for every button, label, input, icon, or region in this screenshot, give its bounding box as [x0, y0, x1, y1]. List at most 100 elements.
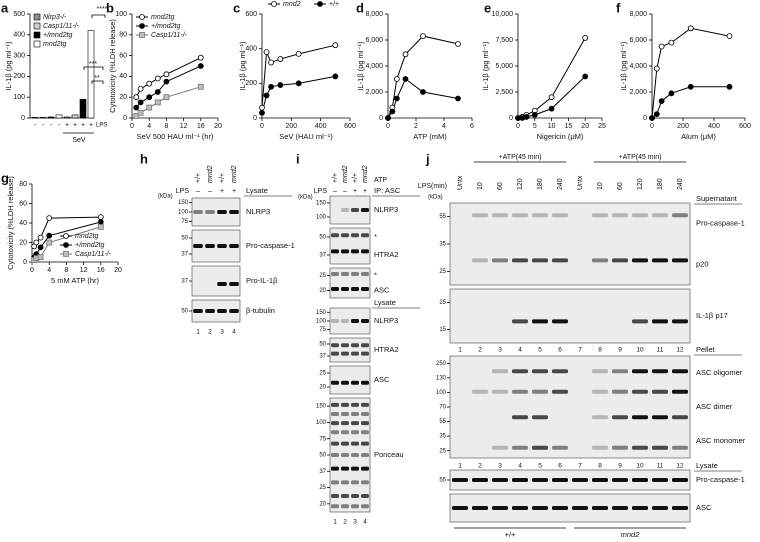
blot-band — [492, 389, 508, 394]
lps-label: LPS — [176, 188, 190, 195]
blot-band — [361, 504, 369, 509]
blot-band — [351, 421, 359, 426]
marker — [668, 90, 675, 97]
annotation: LPS — [96, 123, 107, 129]
kda-marker: 35 — [439, 434, 446, 440]
band-label: ASC monomer — [696, 436, 746, 445]
kda-marker: 20 — [319, 501, 326, 507]
legend-marker — [63, 251, 69, 257]
blot-band — [341, 272, 349, 276]
y-tick-label: 40 — [119, 73, 127, 80]
y-tick-label: 0 — [379, 115, 383, 122]
lane-number: 2 — [343, 519, 347, 526]
blot-band — [612, 415, 628, 420]
blot-band — [512, 415, 528, 420]
kda-marker: 100 — [316, 215, 327, 221]
genotype-label: +/+ — [352, 173, 359, 183]
lane-number: 9 — [618, 463, 622, 470]
band-label: Pro-caspase-1 — [696, 218, 745, 227]
marker — [97, 219, 104, 225]
lane-number: 4 — [518, 347, 522, 354]
condition-label: 180 — [657, 178, 664, 190]
blot-band — [361, 441, 369, 446]
annotation: *** — [89, 61, 97, 68]
kda-label: (kDa) — [428, 195, 443, 201]
blot-band — [672, 369, 688, 374]
blot-band — [532, 415, 548, 420]
kda-label: (kDa) — [158, 194, 173, 200]
blot-band — [361, 430, 369, 435]
lps-sign: – — [343, 188, 347, 195]
condition-label: 120 — [517, 178, 524, 190]
blot-band — [632, 213, 648, 218]
condition-label: 240 — [677, 178, 684, 190]
band-label: NLRP3 — [374, 205, 398, 214]
x-axis-title: Nigericin (μM) — [537, 132, 584, 141]
x-tick-label: 8 — [64, 267, 68, 274]
lps-label: LPS(min) — [418, 183, 447, 190]
blot-band — [205, 244, 215, 248]
x-tick-label: 4 — [442, 123, 446, 130]
band-label: HTRA2 — [374, 345, 399, 354]
blot-band — [361, 453, 369, 457]
series-line — [135, 65, 202, 108]
panel-label: b — [106, 0, 114, 15]
y-tick-label: 200 — [245, 80, 257, 87]
legend-label: +/+ — [329, 1, 339, 8]
blot-band — [341, 380, 349, 385]
legend-marker — [139, 23, 145, 29]
lane-number: 7 — [578, 463, 582, 470]
marker — [393, 76, 400, 82]
marker — [295, 80, 302, 87]
blot-band — [652, 389, 668, 394]
x-tick-label: 0 — [386, 123, 390, 130]
band-label: ASC — [374, 285, 390, 294]
kda-marker: 250 — [436, 361, 447, 367]
bar — [47, 116, 55, 119]
blot-band — [331, 411, 339, 416]
lane-number: 12 — [676, 347, 684, 354]
y-tick-label: 5,000 — [495, 63, 513, 70]
blot-band — [217, 309, 227, 313]
y-tick-label: 100 — [13, 94, 25, 101]
blot-band — [331, 421, 339, 426]
y-tick-label: 20 — [19, 239, 27, 246]
x-tick-label: 200 — [285, 123, 297, 130]
kda-marker: 25 — [319, 273, 326, 279]
lane-number: 4 — [363, 519, 367, 526]
series-line — [135, 57, 202, 98]
lane-number: 8 — [598, 347, 602, 354]
kda-marker: 37 — [181, 279, 188, 285]
blot-band — [331, 249, 339, 254]
y-tick-label: 6,000 — [365, 37, 383, 44]
blot-band — [492, 369, 508, 374]
kda-marker: 50 — [319, 453, 326, 459]
y-axis-title: Cytotoxicity (%LDH release) — [108, 19, 117, 113]
blot-band — [331, 402, 339, 407]
blot-band — [361, 411, 369, 416]
blot-band — [592, 415, 608, 420]
kda-marker: 100 — [436, 390, 447, 396]
blot-band — [341, 402, 349, 407]
genotype-label: +/+ — [505, 530, 516, 539]
blot-band — [361, 380, 369, 385]
lane-number: 10 — [636, 463, 644, 470]
section-title: Lysate — [696, 461, 718, 470]
blot-band — [351, 504, 359, 509]
blot-band — [632, 506, 648, 510]
annotation: ** — [94, 75, 100, 82]
blot-band — [532, 389, 548, 394]
blot-band — [361, 233, 369, 238]
bar — [31, 117, 39, 119]
bar — [55, 114, 63, 119]
legend-label: mnd2tg — [75, 233, 98, 240]
kda-marker: 25 — [319, 371, 326, 377]
kda-marker: 150 — [316, 404, 327, 410]
lps-sign: + — [232, 188, 236, 195]
bar — [39, 117, 47, 119]
kda-marker: 20 — [319, 385, 326, 391]
series-line — [261, 75, 336, 113]
blot-band — [351, 249, 359, 254]
blot-band — [672, 478, 688, 482]
kda-marker: 55 — [439, 214, 446, 220]
